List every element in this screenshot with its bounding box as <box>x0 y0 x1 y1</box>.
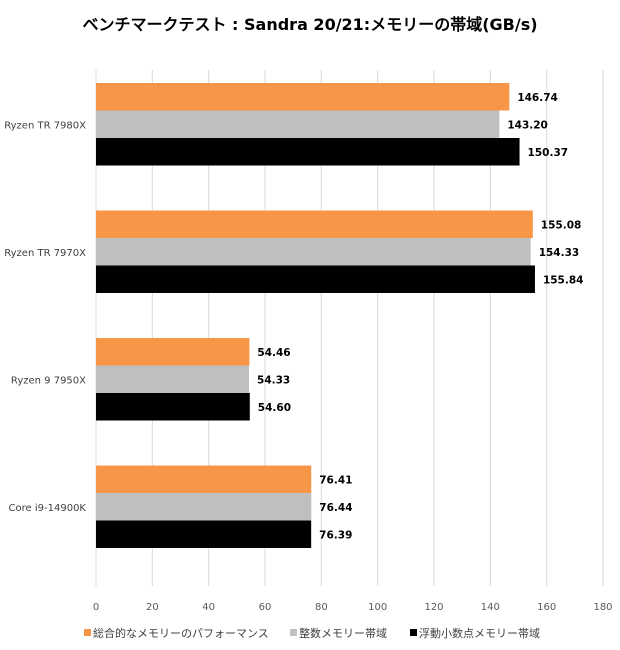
chart-title: ベンチマークテスト : Sandra 20/21:メモリーの帯域(GB/s) <box>82 15 537 34</box>
data-label: 76.44 <box>319 502 352 514</box>
bar <box>96 210 533 238</box>
x-tick-label: 0 <box>93 602 99 613</box>
bar <box>96 520 312 548</box>
legend-label: 浮動小数点メモリー帯域 <box>419 626 540 640</box>
legend-label: 整数メモリー帯域 <box>299 626 387 640</box>
category-label: Ryzen 9 7950X <box>11 375 86 386</box>
x-tick-label: 80 <box>315 602 328 613</box>
data-label: 154.33 <box>539 247 580 259</box>
bar <box>96 393 250 421</box>
data-label: 155.08 <box>541 219 582 231</box>
x-tick-label: 140 <box>481 602 500 613</box>
legend-label: 総合的なメモリーのパフォーマンス <box>93 626 269 640</box>
bar <box>96 365 250 393</box>
x-tick-label: 160 <box>537 602 556 613</box>
data-label: 150.37 <box>528 147 569 159</box>
bar <box>96 138 520 166</box>
data-label: 146.74 <box>517 92 558 104</box>
bar <box>96 238 531 266</box>
bar <box>96 465 312 493</box>
legend-swatch <box>84 629 91 636</box>
category-label: Ryzen TR 7970X <box>4 248 86 259</box>
x-tick-label: 60 <box>259 602 272 613</box>
category-label: Ryzen TR 7980X <box>4 120 86 131</box>
data-label: 76.41 <box>319 474 352 486</box>
data-label: 76.39 <box>319 529 352 541</box>
data-label: 155.84 <box>543 274 584 286</box>
x-tick-label: 40 <box>202 602 215 613</box>
bar <box>96 83 510 111</box>
category-label: Core i9-14900K <box>9 503 87 514</box>
bar <box>96 110 500 138</box>
x-tick-label: 180 <box>593 602 612 613</box>
bar <box>96 493 312 521</box>
data-label: 54.33 <box>257 374 290 386</box>
x-tick-label: 120 <box>424 602 443 613</box>
data-label: 143.20 <box>507 119 548 131</box>
bar <box>96 265 535 293</box>
x-tick-label: 20 <box>146 602 159 613</box>
bar <box>96 338 250 366</box>
legend-swatch <box>290 629 297 636</box>
x-tick-label: 100 <box>368 602 387 613</box>
data-label: 54.60 <box>258 402 291 414</box>
data-label: 54.46 <box>257 347 290 359</box>
legend-swatch <box>410 629 417 636</box>
